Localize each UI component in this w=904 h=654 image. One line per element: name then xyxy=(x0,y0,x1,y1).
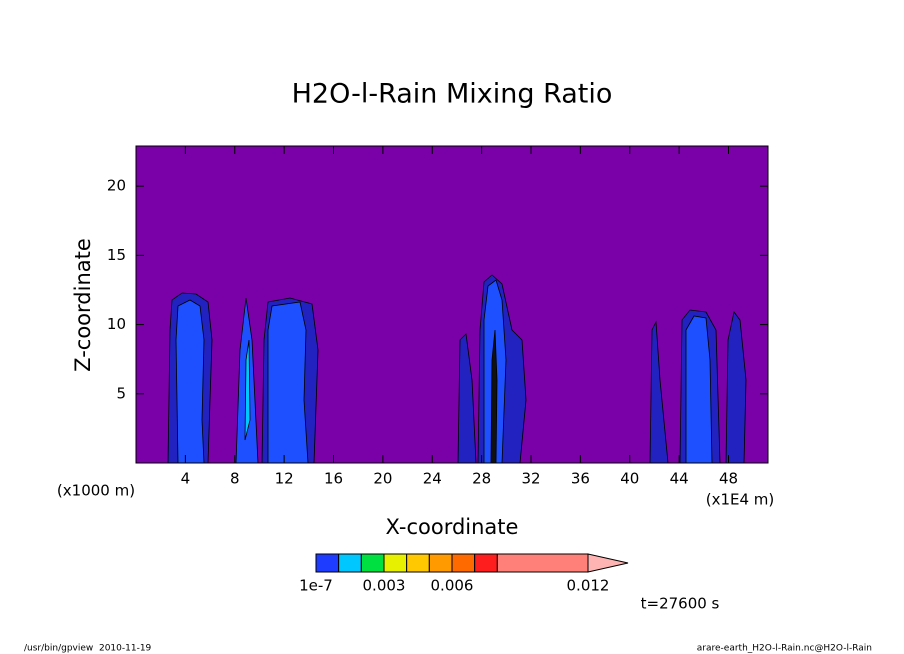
x-tick-label: 12 xyxy=(275,470,294,488)
colorbar-box xyxy=(474,553,498,573)
x-tick-label: 16 xyxy=(324,470,343,488)
colorbar-extend xyxy=(587,553,629,573)
y-axis-label: Z-coordinate xyxy=(71,238,95,372)
y-axis-unit: (x1000 m) xyxy=(57,482,135,500)
plot-frame xyxy=(135,145,769,464)
colorbar-box xyxy=(383,553,408,573)
colorbar-box xyxy=(451,553,476,573)
time-annotation: t=27600 s xyxy=(641,595,720,613)
colorbar-box xyxy=(360,553,385,573)
colorbar-box xyxy=(338,553,362,573)
x-axis-label: X-coordinate xyxy=(386,515,519,539)
x-tick-label: 20 xyxy=(373,470,392,488)
x-tick-label: 4 xyxy=(181,470,191,488)
y-tick-label: 10 xyxy=(107,315,126,333)
y-tick-label: 5 xyxy=(116,384,126,402)
colorbar-tick-label: 0.003 xyxy=(363,577,406,595)
plume-core xyxy=(244,339,251,441)
colorbar-box xyxy=(406,553,430,573)
x-tick-label: 44 xyxy=(670,470,689,488)
colorbar-tick-label: 0.012 xyxy=(567,577,610,595)
colorbar-tick-label: 0.006 xyxy=(431,577,474,595)
x-axis-unit: (x1E4 m) xyxy=(706,491,775,509)
colorbar-box xyxy=(315,553,340,573)
colorbar-box xyxy=(496,553,589,573)
footer-left: /usr/bin/gpview 2010-11-19 xyxy=(24,644,152,654)
colorbar-tick-label: 1e-7 xyxy=(299,577,333,595)
rain-plumes xyxy=(167,274,747,464)
footer-right: arare-earth_H2O-l-Rain.nc@H2O-l-Rain xyxy=(697,644,872,654)
y-tick-label: 15 xyxy=(107,246,126,264)
plot-background xyxy=(136,146,768,463)
x-tick-label: 28 xyxy=(472,470,491,488)
x-tick-label: 32 xyxy=(521,470,540,488)
x-tick-label: 40 xyxy=(620,470,639,488)
chart-title: H2O-l-Rain Mixing Ratio xyxy=(292,79,613,110)
plume-inner xyxy=(175,299,205,464)
plume-inner xyxy=(685,315,713,464)
x-tick-label: 48 xyxy=(719,470,738,488)
plume-inner xyxy=(267,301,309,464)
x-tick-label: 24 xyxy=(423,470,442,488)
x-tick-label: 8 xyxy=(230,470,240,488)
y-tick-label: 20 xyxy=(107,177,126,195)
x-tick-label: 36 xyxy=(571,470,590,488)
colorbar-box xyxy=(428,553,453,573)
